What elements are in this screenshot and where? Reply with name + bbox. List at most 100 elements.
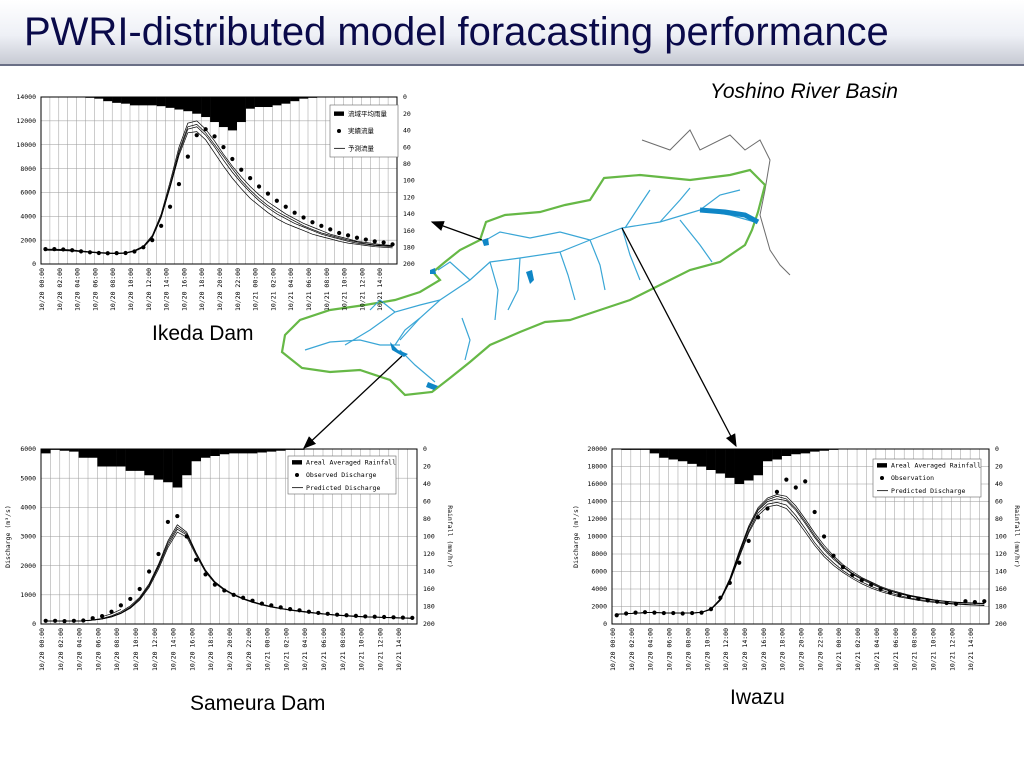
observed-point [137, 586, 142, 592]
observed-point [128, 596, 133, 602]
observed-point [935, 599, 940, 604]
y-tick-label: 12000 [587, 515, 607, 523]
plot-frame [40, 96, 398, 265]
rainfall-bar [200, 449, 211, 458]
observed-point [239, 167, 244, 172]
observed-point [194, 133, 199, 138]
rainfall-bar [245, 97, 255, 109]
observed-point [335, 612, 340, 617]
rainfall-bar [210, 97, 220, 123]
y2-tick-label: 120 [403, 193, 415, 201]
observed-point [840, 565, 846, 570]
observed-point [221, 145, 226, 150]
y2-tick-label: 160 [423, 585, 435, 593]
x-tick-label: 10/21 08:00 [911, 628, 919, 671]
observed-point [708, 607, 714, 612]
observed-point [194, 557, 199, 562]
observed-point [316, 610, 321, 616]
rainfall-bar [254, 97, 264, 108]
rainfall-bar [156, 97, 166, 107]
x-tick-label: 10/21 12:00 [376, 628, 384, 671]
x-tick-label: 10/21 02:00 [282, 628, 290, 671]
ikeda-dam-label: Ikeda Dam [152, 322, 254, 345]
observed-point [803, 479, 808, 484]
y-tick-label: 5000 [20, 474, 36, 482]
y-tick-label: 6000 [20, 189, 36, 197]
x-tick-label: 10/21 04:00 [873, 628, 881, 671]
rainfall-bar [299, 97, 309, 99]
x-tick-label: 10/21 12:00 [358, 268, 366, 311]
rainfall-bar [97, 449, 107, 467]
observed-point [390, 242, 395, 247]
observed-point [184, 534, 189, 539]
y2-tick-label: 40 [423, 480, 431, 488]
rainfall-bar [210, 449, 220, 456]
observed-point [62, 618, 67, 624]
observed-point [175, 513, 180, 519]
observed-point [159, 223, 164, 228]
observed-point [652, 610, 657, 615]
rainfall-bar [762, 449, 773, 462]
y-tick-label: 0 [32, 620, 36, 628]
rainfall-bar [659, 449, 669, 458]
x-tick-label: 10/21 00:00 [252, 268, 260, 311]
observed-point [109, 609, 114, 614]
observed-point [878, 586, 883, 592]
x-tick-label: 10/20 10:00 [703, 628, 711, 671]
tributary [659, 187, 691, 223]
rainfall-bar [183, 97, 193, 112]
x-tick-label: 10/21 08:00 [323, 268, 331, 311]
rainfall-bar [800, 449, 811, 454]
basin-outline [280, 168, 767, 397]
rainfall-bar [116, 449, 126, 467]
tributary [304, 339, 400, 351]
tributary [699, 189, 741, 211]
y2-tick-label: 60 [995, 498, 1003, 506]
x-tick-label: 10/20 20:00 [798, 628, 806, 671]
rainfall-bar [125, 449, 136, 471]
tributary [507, 257, 521, 311]
y-axis-title: Discharge (m³/s) [4, 505, 12, 568]
observed-point [624, 611, 629, 616]
x-tick-label: 10/20 14:00 [163, 268, 171, 311]
y2-tick-label: 120 [423, 550, 435, 558]
tributary [485, 231, 591, 241]
y2-tick-label: 100 [403, 177, 415, 185]
observed-point [737, 560, 742, 565]
legend-label: Observed Discharge [306, 471, 377, 479]
rainfall-bar [69, 449, 79, 452]
observed-point [972, 600, 977, 605]
y2-tick-label: 160 [995, 585, 1007, 593]
ikeda-arrow [430, 221, 483, 241]
rainfall-bar [130, 97, 140, 106]
sameura-reservoir [390, 342, 408, 357]
observed-point [212, 582, 217, 587]
legend-label: Predicted Discharge [891, 487, 965, 495]
tributary [679, 219, 713, 263]
y-tick-label: 8000 [591, 550, 607, 558]
x-tick-label: 10/20 12:00 [722, 628, 730, 671]
observed-point [774, 489, 780, 494]
observed-point [150, 238, 155, 243]
y-tick-label: 2000 [20, 236, 36, 244]
observed-point [831, 553, 836, 558]
x-tick-label: 10/20 02:00 [628, 628, 636, 671]
rainfall-bar [138, 97, 148, 106]
x-tick-label: 10/21 06:00 [892, 628, 900, 671]
observed-point [105, 251, 110, 256]
observed-point [337, 230, 342, 236]
observed-point [248, 176, 253, 181]
observed-point [176, 181, 182, 187]
observed-point [354, 235, 360, 240]
x-tick-label: 10/21 02:00 [269, 268, 277, 311]
observed-point [784, 477, 789, 482]
tributary [624, 189, 651, 229]
x-tick-label: 10/21 06:00 [305, 268, 313, 311]
legend-box [287, 455, 397, 495]
y2-tick-label: 140 [995, 568, 1007, 576]
rainfall-bar [236, 97, 246, 123]
observed-point [278, 605, 283, 610]
observed-point [372, 614, 377, 619]
observed-point [345, 233, 351, 238]
